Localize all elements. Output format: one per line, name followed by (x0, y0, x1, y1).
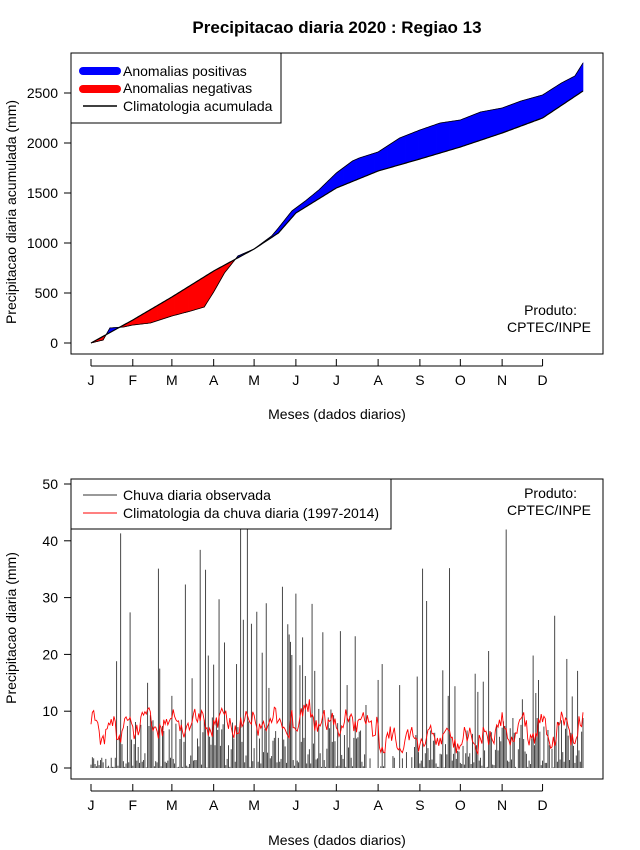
legend-2: Chuva diaria observada Climatologia da c… (70, 478, 392, 530)
x-tick-label-2: J (333, 797, 340, 813)
chart-title: Precipitacao diaria 2020 : Regiao 13 (192, 18, 481, 37)
climatology-line-layer (90, 62, 584, 344)
y-axis: 0 500 1000 1500 2000 2500 (27, 85, 72, 351)
x-tick-label: O (455, 372, 466, 388)
legend-label-climatology: Climatologia acumulada (123, 98, 273, 114)
x-tick-label: M (248, 372, 260, 388)
credit-line-1: Produto: (524, 302, 577, 318)
x-tick-label-2: S (415, 797, 424, 813)
y-tick-label: 2000 (27, 135, 58, 151)
x-tick-label: S (415, 372, 424, 388)
y-tick-label-2: 30 (42, 590, 58, 606)
y-tick-label: 500 (35, 285, 59, 301)
y-tick-label-2: 40 (42, 533, 58, 549)
y-axis-2: 0 10 20 30 40 50 (42, 476, 72, 776)
climatology-cumulative-line (90, 90, 584, 344)
y-tick-label: 2500 (27, 85, 58, 101)
x-tick-label: M (166, 372, 178, 388)
x-tick-label: J (333, 372, 340, 388)
y-tick-label: 1000 (27, 235, 58, 251)
x-tick-label-2: A (209, 797, 219, 813)
x-tick-label: J (292, 372, 299, 388)
climatology-daily-line-layer (90, 699, 584, 756)
credit-line-2: CPTEC/INPE (507, 319, 591, 335)
x-tick-label-2: M (166, 797, 178, 813)
x-tick-label: J (88, 372, 95, 388)
y-tick-label: 0 (50, 335, 58, 351)
daily-precip-panel: 0 10 20 30 40 50 J F M A M J J A S O N D Meses (dados di… (3, 476, 604, 848)
x-tick-label-2: D (537, 797, 547, 813)
x-axis-label-2: Meses (dados diarios) (268, 832, 406, 848)
x-tick-label: F (129, 372, 138, 388)
x-axis-label: Meses (dados diarios) (268, 406, 406, 422)
y-axis-label: Precipitacao diaria acumulada (mm) (3, 100, 19, 324)
climatology-daily-line (90, 699, 584, 756)
x-tick-label: A (209, 372, 219, 388)
legend-label-positive: Anomalias positivas (123, 63, 247, 79)
positive-anomaly-segment (581, 61, 584, 93)
legend-label-observed: Chuva diaria observada (123, 487, 271, 503)
x-tick-label: A (373, 372, 383, 388)
y-axis-label-2: Precipitacao diaria (mm) (3, 552, 19, 704)
observed-rain-bars (90, 525, 584, 768)
cumulative-precip-panel: 0 500 1000 1500 2000 2500 J F M A M J J A S O N D Meses … (3, 52, 604, 422)
y-tick-label-2: 20 (42, 646, 58, 662)
x-tick-label-2: J (292, 797, 299, 813)
credit-line-1-b: Produto: (524, 485, 577, 501)
x-tick-label-2: F (129, 797, 138, 813)
y-tick-label: 1500 (27, 185, 58, 201)
x-tick-label-2: N (497, 797, 507, 813)
y-tick-label-2: 10 (42, 703, 58, 719)
x-tick-label-2: A (373, 797, 383, 813)
credit-line-2-b: CPTEC/INPE (507, 502, 591, 518)
x-tick-label-2: O (455, 797, 466, 813)
legend: Anomalias positivas Anomalias negativas … (70, 52, 282, 124)
observed-cumulative-line (90, 62, 584, 344)
legend-label-negative: Anomalias negativas (123, 80, 252, 96)
legend-label-climatology-daily: Climatologia da chuva diaria (1997-2014) (123, 505, 379, 521)
x-tick-label: D (537, 372, 547, 388)
y-tick-label-2: 50 (42, 476, 58, 492)
y-tick-label-2: 0 (50, 760, 58, 776)
legend-box-2 (70, 478, 392, 530)
x-tick-label-2: M (248, 797, 260, 813)
x-tick-label-2: J (88, 797, 95, 813)
x-tick-label: N (497, 372, 507, 388)
